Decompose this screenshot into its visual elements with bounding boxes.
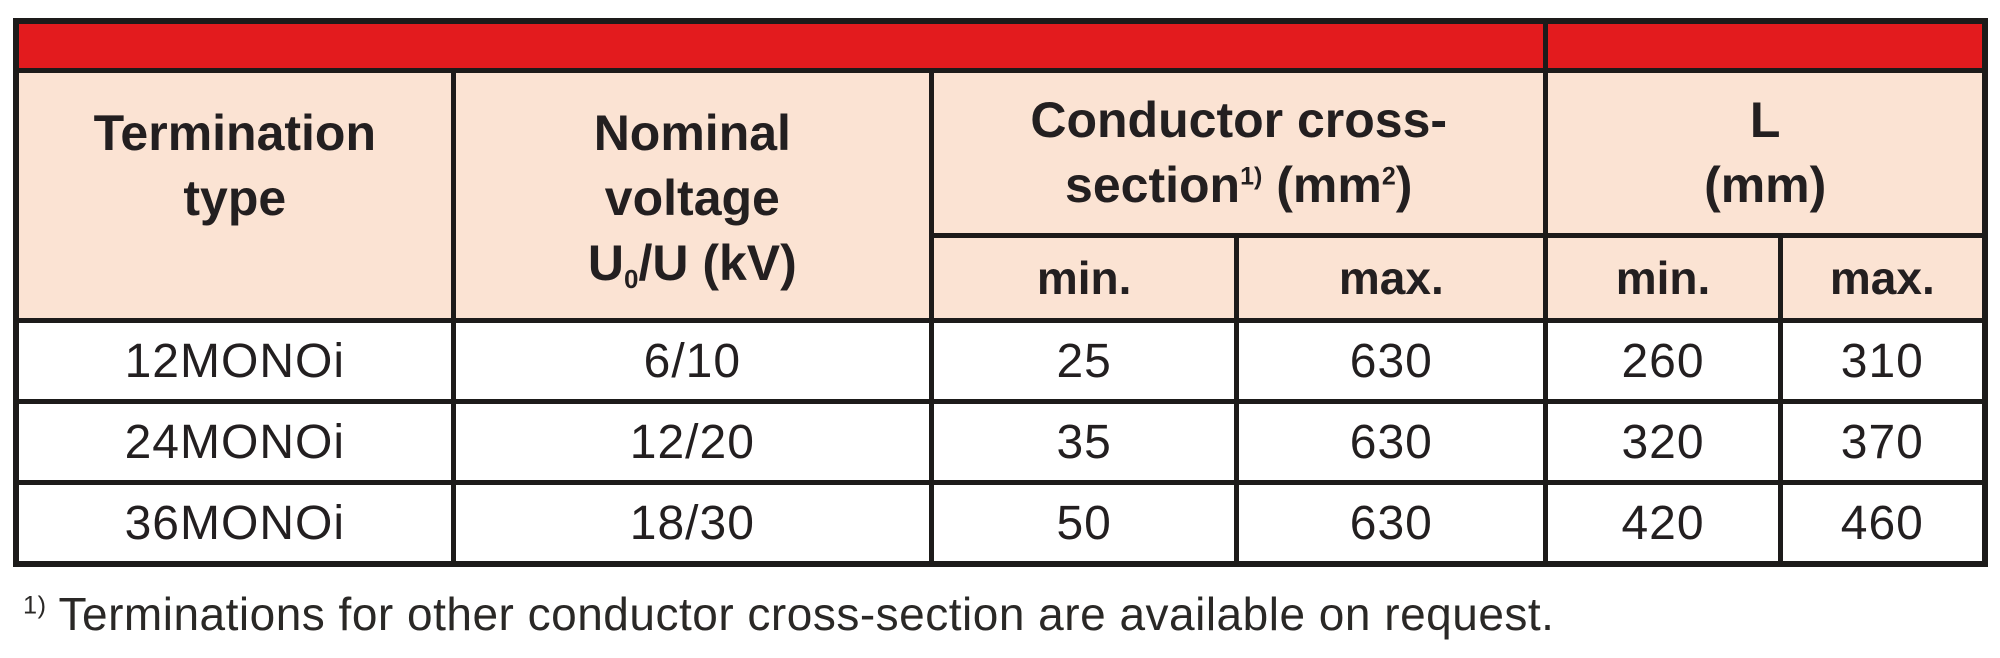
red-banner-right — [1543, 18, 1988, 73]
cell-conductor-max: 630 — [1234, 480, 1549, 567]
table-row: 36MONOi 18/30 50 630 420 460 — [13, 480, 1988, 567]
header-l-max: max. — [1777, 233, 1988, 323]
red-banner-left — [13, 18, 1549, 73]
header-line-section-mm2: section1) (mm2) — [1065, 157, 1413, 213]
header-l-min: min. — [1543, 233, 1783, 323]
cell-l-min: 420 — [1543, 480, 1783, 567]
footnote-text: Terminations for other conductor cross-s… — [58, 588, 1555, 640]
cell-l-max: 370 — [1777, 399, 1988, 485]
cell-l-min: 320 — [1543, 399, 1783, 485]
cell-l-max: 460 — [1777, 480, 1988, 567]
header-nominal-voltage: Nominal voltage U0/U (kV) — [450, 68, 935, 323]
u-zero-subscript: 0 — [623, 263, 639, 294]
header-line: L — [1749, 92, 1781, 148]
cell-nominal-voltage: 18/30 — [450, 480, 935, 567]
header-conductor-min: min. — [929, 233, 1240, 323]
cell-l-max: 310 — [1777, 318, 1988, 404]
header-conductor-cross-section: Conductor cross-section1) (mm2) — [929, 68, 1549, 238]
cell-conductor-max: 630 — [1234, 318, 1549, 404]
header-line: (mm) — [1704, 157, 1827, 213]
cell-conductor-min: 35 — [929, 399, 1240, 485]
header-termination-type: Termination type — [13, 68, 456, 323]
header-l-mm: L (mm) — [1543, 68, 1988, 238]
squared-superscript: 2 — [1381, 162, 1396, 191]
footnote: 1) Terminations for other conductor cross… — [23, 587, 2000, 641]
termination-spec-table: Termination type Nominal voltage U0/U (kV) … — [13, 18, 1988, 567]
header-line: Termination — [93, 105, 377, 161]
table-row: 24MONOi 12/20 35 630 320 370 — [13, 399, 1988, 485]
header-conductor-max: max. — [1234, 233, 1549, 323]
header-line: Nominal — [593, 105, 791, 161]
header-row-minmax: min. max. min. max. — [16, 233, 1988, 323]
cell-l-min: 260 — [1543, 318, 1783, 404]
footnote-marker: 1) — [23, 591, 47, 620]
footnote-ref-superscript: 1) — [1240, 162, 1263, 191]
cell-termination-type: 12MONOi — [13, 318, 456, 404]
cell-nominal-voltage: 6/10 — [450, 318, 935, 404]
table-row: 12MONOi 6/10 25 630 260 310 — [13, 318, 1988, 404]
header-line: type — [183, 170, 287, 226]
cell-conductor-min: 25 — [929, 318, 1240, 404]
header-line: voltage — [604, 170, 780, 226]
cell-nominal-voltage: 12/20 — [450, 399, 935, 485]
header-line: Conductor cross- — [1030, 92, 1448, 148]
red-banner-row — [13, 18, 1988, 73]
cell-termination-type: 24MONOi — [13, 399, 456, 485]
cell-conductor-max: 630 — [1234, 399, 1549, 485]
cell-termination-type: 36MONOi — [13, 480, 456, 567]
cell-conductor-min: 50 — [929, 480, 1240, 567]
header-line-u0u: U0/U (kV) — [587, 235, 797, 294]
header-row-groups: Termination type Nominal voltage U0/U (kV) … — [13, 68, 1988, 323]
